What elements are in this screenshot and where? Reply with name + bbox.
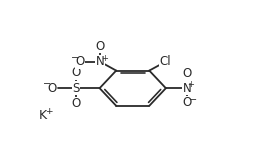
Text: O: O bbox=[71, 97, 81, 110]
Text: +: + bbox=[188, 80, 195, 89]
Text: Cl: Cl bbox=[160, 55, 171, 68]
Text: N: N bbox=[96, 55, 104, 68]
Text: −: − bbox=[71, 52, 79, 63]
Text: −: − bbox=[189, 95, 197, 104]
Text: +: + bbox=[101, 54, 107, 63]
Text: O: O bbox=[182, 67, 192, 80]
Text: +: + bbox=[45, 107, 52, 116]
Text: O: O bbox=[71, 66, 81, 79]
Text: S: S bbox=[72, 82, 80, 95]
Text: O: O bbox=[182, 96, 192, 109]
Text: O: O bbox=[75, 55, 85, 68]
Text: −: − bbox=[43, 79, 51, 89]
Text: O: O bbox=[48, 82, 57, 95]
Text: K: K bbox=[39, 109, 47, 122]
Text: N: N bbox=[183, 82, 191, 95]
Text: O: O bbox=[96, 40, 105, 53]
